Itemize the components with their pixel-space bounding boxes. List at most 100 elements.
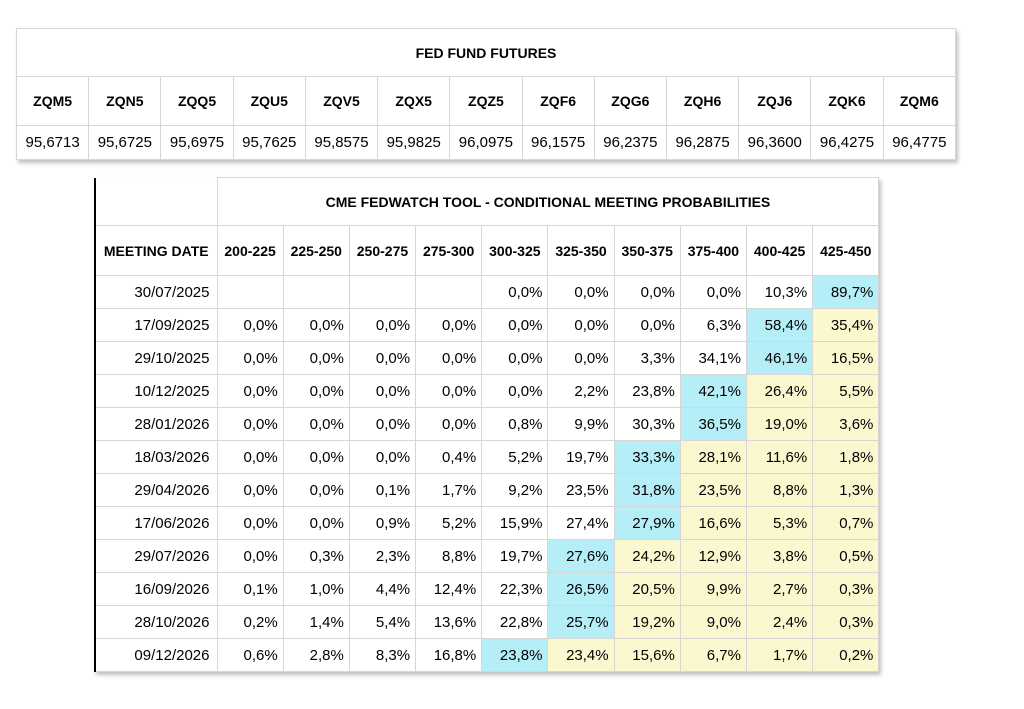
probability-cell: 0,0%: [216, 308, 284, 342]
contract-header: ZQJ6: [738, 76, 812, 126]
probability-cell: [282, 275, 350, 309]
probability-cell: 8,8%: [745, 473, 814, 507]
probability-cell: [348, 275, 417, 309]
probability-cell: 10,3%: [745, 275, 814, 309]
contract-price: 95,9825: [377, 125, 451, 160]
probability-cell: 0,0%: [679, 275, 748, 309]
probability-cell: 0,0%: [348, 440, 417, 474]
probability-cell: 0,0%: [216, 473, 284, 507]
contract-price: 95,6713: [15, 125, 90, 160]
rate-range-header: 425-450: [812, 225, 880, 276]
probability-cell: 27,6%: [547, 539, 615, 573]
probability-cell: 0,0%: [415, 374, 483, 408]
fedwatch-title: CME FEDWATCH TOOL - CONDITIONAL MEETING …: [216, 177, 880, 226]
probability-cell: 5,2%: [415, 506, 483, 540]
probability-cell: 0,0%: [216, 440, 284, 474]
probability-cell: 9,2%: [481, 473, 549, 507]
probability-cell: 5,4%: [348, 605, 417, 639]
meeting-date: 18/03/2026: [94, 440, 218, 474]
meeting-row: 17/09/2025 0,0% 0,0% 0,0% 0,0% 0,0% 0,0% 0,0% 6,…: [94, 308, 880, 342]
fedwatch-header-row: MEETING DATE 200-225 225-250 250-275 275-30…: [94, 225, 880, 276]
probability-cell: 31,8%: [613, 473, 681, 507]
contract-price: 96,2375: [593, 125, 667, 160]
probability-cell: 0,4%: [415, 440, 483, 474]
rate-range-header: 400-425: [745, 225, 814, 276]
probability-cell: 9,9%: [547, 407, 615, 441]
meeting-row: 18/03/2026 0,0% 0,0% 0,0% 0,4% 5,2% 19,7% 33,3%…: [94, 440, 880, 474]
rate-range-header: 200-225: [216, 225, 284, 276]
probability-cell: 0,0%: [282, 506, 350, 540]
probability-cell: 0,2%: [216, 605, 284, 639]
probability-cell: 0,5%: [812, 539, 880, 573]
probability-cell: 89,7%: [812, 275, 880, 309]
rate-range-header: 375-400: [679, 225, 748, 276]
probability-cell: 35,4%: [812, 308, 880, 342]
contract-price: 95,8575: [304, 125, 379, 160]
probability-cell: 0,0%: [415, 308, 483, 342]
probability-cell: 0,0%: [282, 473, 350, 507]
fedwatch-title-row: CME FEDWATCH TOOL - CONDITIONAL MEETING …: [94, 177, 880, 226]
probability-cell: 23,8%: [613, 374, 681, 408]
probability-cell: 0,0%: [481, 374, 549, 408]
probability-cell: 0,0%: [348, 374, 417, 408]
probability-cell: 15,9%: [481, 506, 549, 540]
meeting-row: 29/07/2026 0,0% 0,3% 2,3% 8,8% 19,7% 27,6% 24,2…: [94, 539, 880, 573]
probability-cell: 1,0%: [282, 572, 350, 606]
probability-cell: 0,1%: [216, 572, 284, 606]
meeting-date: 29/07/2026: [94, 539, 218, 573]
probability-cell: 5,2%: [481, 440, 549, 474]
probability-cell: 16,8%: [415, 638, 483, 672]
probability-cell: 0,0%: [348, 308, 417, 342]
meeting-date: 16/09/2026: [94, 572, 218, 606]
probability-cell: 19,7%: [547, 440, 615, 474]
probability-cell: 5,3%: [745, 506, 814, 540]
probability-cell: 0,0%: [547, 275, 615, 309]
probability-cell: 34,1%: [679, 341, 748, 375]
probability-cell: 0,0%: [216, 374, 284, 408]
meeting-date: 30/07/2025: [94, 275, 218, 309]
meeting-date: 29/10/2025: [94, 341, 218, 375]
meeting-date: 29/04/2026: [94, 473, 218, 507]
probability-cell: 3,6%: [812, 407, 880, 441]
meeting-row: 17/06/2026 0,0% 0,0% 0,9% 5,2% 15,9% 27,4% 27,9…: [94, 506, 880, 540]
contract-price: 96,2875: [665, 125, 740, 160]
contract-header: ZQM5: [15, 76, 90, 126]
probability-cell: 0,3%: [282, 539, 350, 573]
probability-cell: 4,4%: [348, 572, 417, 606]
probability-cell: 23,8%: [481, 638, 549, 672]
meeting-row: 29/10/2025 0,0% 0,0% 0,0% 0,0% 0,0% 0,0% 3,3% 34…: [94, 341, 880, 375]
rate-range-header: 250-275: [348, 225, 417, 276]
meeting-row: 28/01/2026 0,0% 0,0% 0,0% 0,0% 0,8% 9,9% 30,3% 3…: [94, 407, 880, 441]
probability-cell: 1,7%: [745, 638, 814, 672]
probability-cell: 6,3%: [679, 308, 748, 342]
probability-cell: 2,3%: [348, 539, 417, 573]
probability-cell: 0,0%: [481, 308, 549, 342]
probability-cell: 1,3%: [812, 473, 880, 507]
probability-cell: 23,5%: [547, 473, 615, 507]
probability-cell: 2,4%: [745, 605, 814, 639]
contract-price: 96,0975: [449, 125, 523, 160]
probability-cell: 20,5%: [613, 572, 681, 606]
probability-cell: 0,0%: [613, 308, 681, 342]
probability-cell: 46,1%: [745, 341, 814, 375]
probability-cell: 0,0%: [216, 506, 284, 540]
contract-price: 96,4275: [810, 125, 884, 160]
probability-cell: 0,0%: [282, 308, 350, 342]
contract-header: ZQV5: [304, 76, 379, 126]
meeting-date: 17/06/2026: [94, 506, 218, 540]
fedwatch-probabilities-table: CME FEDWATCH TOOL - CONDITIONAL MEETING …: [94, 177, 880, 672]
probability-cell: 1,4%: [282, 605, 350, 639]
probability-cell: 28,1%: [679, 440, 748, 474]
contract-header: ZQM6: [882, 76, 957, 126]
probability-cell: 42,1%: [679, 374, 748, 408]
probability-cell: 27,9%: [613, 506, 681, 540]
probability-cell: 16,6%: [679, 506, 748, 540]
corner-cell: [94, 177, 218, 226]
fedwatch-body: 30/07/2025 0,0% 0,0% 0,0% 0,0% 10,3% 89,7% 17/0…: [94, 275, 880, 672]
futures-contract-row: ZQM5 ZQN5 ZQQ5 ZQU5 ZQV5 ZQX5 ZQZ5 ZQF6 ZQG6 ZQH6…: [15, 76, 957, 126]
probability-cell: 0,8%: [481, 407, 549, 441]
probability-cell: 0,3%: [812, 605, 880, 639]
probability-cell: 13,6%: [415, 605, 483, 639]
probability-cell: 2,8%: [282, 638, 350, 672]
contract-price: 95,6725: [88, 125, 162, 160]
